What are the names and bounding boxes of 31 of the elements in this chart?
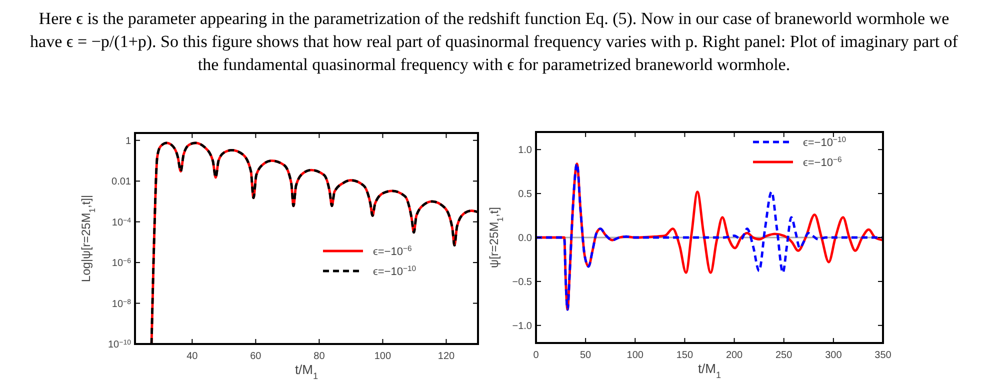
y-tick-label: 10$^{−10}$	[108, 339, 132, 350]
legend-label: ϵ=−10$^{−10}$	[803, 134, 846, 149]
x-axis-title: t/M$_{1}$	[698, 361, 722, 380]
x-tick-label: 80	[314, 351, 326, 362]
y-tick-label: 0.5	[518, 189, 532, 200]
x-tick-label: 0	[533, 350, 540, 361]
x-axis-title: t/M$_{1}$	[294, 362, 318, 381]
y-tick-label: 0.0	[518, 233, 532, 244]
y-tick-label: 10$^{−6}$	[112, 258, 132, 270]
x-tick-label: 300	[825, 350, 842, 361]
x-tick-label: 200	[726, 350, 744, 361]
y-tick-label: 1.0	[518, 145, 532, 156]
x-tick-label: 100	[374, 351, 392, 362]
x-tick-label: 120	[438, 351, 456, 362]
text: Here ϵ is the parameter appearing in the parametrization of the redshift function Eq. (5). Now in our case of braneworld wormhole we have ϵ = −p/(1+p). So this figure shows that how real part of quasinormal frequency varies with p. Right panel: Plot of imaginary part of the fundamental quasinormal frequency with ϵ for parametrized braneworld wormhole.	[30, 9, 958, 74]
x-tick-label: 40	[186, 351, 198, 362]
x-tick-label: 50	[580, 350, 592, 361]
legend-label: ϵ=−10$^{−10}$	[373, 264, 416, 278]
x-tick-label: 150	[676, 350, 694, 361]
y-tick-label: −0.5	[512, 276, 532, 288]
x-tick-label: 100	[626, 350, 644, 361]
y-tick-label: 10$^{−4}$	[112, 216, 132, 228]
y-tick-label: 0.01	[112, 176, 132, 188]
x-tick-label: 60	[250, 351, 262, 362]
y-tick-label: 10$^{−8}$	[112, 298, 132, 310]
x-tick-label: 250	[776, 350, 793, 361]
x-tick-label: 350	[874, 350, 892, 361]
legend-label: ϵ=−10$^{−6}$	[373, 244, 412, 258]
y-tick-label: 1	[125, 136, 132, 147]
y-tick-label: −1.0	[512, 320, 532, 332]
legend-label: ϵ=−10$^{−6}$	[803, 154, 842, 169]
